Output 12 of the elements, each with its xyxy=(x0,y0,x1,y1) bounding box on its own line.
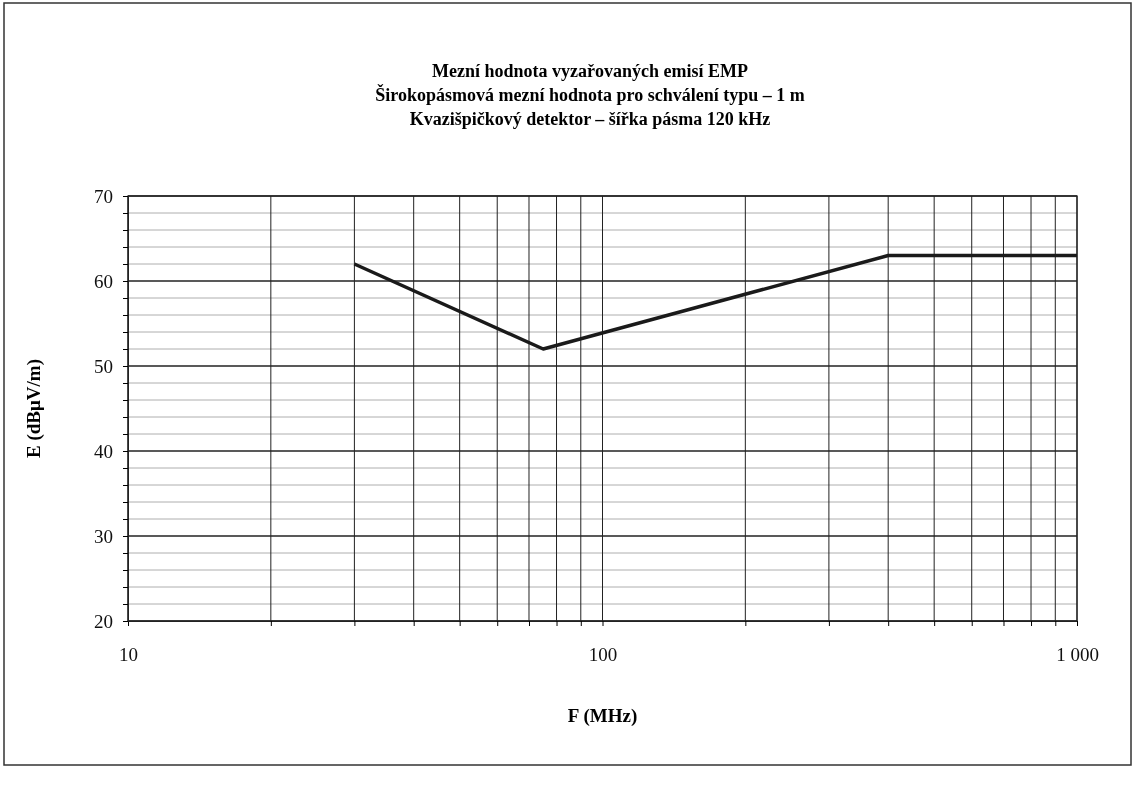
y-tick-label: 30 xyxy=(94,525,113,547)
x-tick-label: 10 xyxy=(119,644,138,666)
y-tick-label: 50 xyxy=(94,355,113,377)
x-tick-label: 1 000 xyxy=(1056,644,1099,666)
y-tick-label: 70 xyxy=(94,185,113,207)
y-tick-label: 60 xyxy=(94,270,113,292)
y-tick-label: 20 xyxy=(94,610,113,632)
chart-title: Mezní hodnota vyzařovaných emisí EMP Širokopásmová mezní hodnota pro schválení typu – 1 m Kvazišpičkový detektor – šířka pásma 120 kHz xyxy=(375,61,805,129)
y-axis-title: E (dBμV/m) xyxy=(23,359,45,458)
y-tick-label: 40 xyxy=(94,440,113,462)
x-axis-title: F (MHz) xyxy=(567,705,638,727)
x-tick-label: 100 xyxy=(588,644,618,666)
